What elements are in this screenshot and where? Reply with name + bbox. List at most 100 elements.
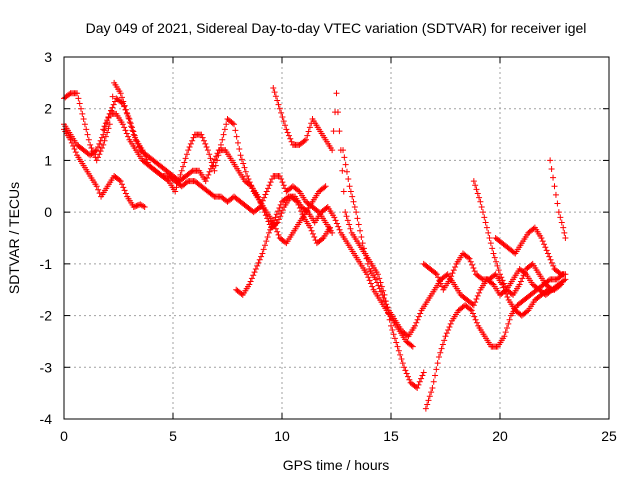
data-point xyxy=(266,182,273,189)
data-point xyxy=(267,179,274,186)
data-point xyxy=(468,307,475,314)
data-point xyxy=(188,168,195,175)
data-point xyxy=(435,274,442,281)
data-point xyxy=(252,266,259,273)
data-point xyxy=(489,280,496,287)
data-point xyxy=(517,278,524,285)
data-point xyxy=(180,163,187,170)
y-tick-label: 2 xyxy=(44,101,52,117)
data-point xyxy=(287,135,294,142)
data-point xyxy=(106,110,113,117)
data-point xyxy=(510,249,517,256)
data-point xyxy=(118,181,125,188)
data-point xyxy=(96,151,103,158)
data-point xyxy=(470,302,477,309)
data-point xyxy=(122,127,129,134)
data-point xyxy=(543,287,550,294)
data-point xyxy=(418,375,425,382)
y-tick-label: -3 xyxy=(40,359,53,375)
data-point xyxy=(415,313,422,320)
data-point xyxy=(205,171,212,178)
data-point xyxy=(434,360,441,367)
data-point xyxy=(343,168,350,175)
data-point xyxy=(102,133,109,140)
data-point xyxy=(265,218,272,225)
data-point xyxy=(395,347,402,354)
data-point xyxy=(437,349,444,356)
data-point xyxy=(105,113,112,120)
data-point xyxy=(233,133,240,140)
data-point xyxy=(87,141,94,148)
data-point xyxy=(435,353,442,360)
data-point xyxy=(276,205,283,212)
data-point xyxy=(236,146,243,153)
data-point xyxy=(386,316,393,323)
data-point xyxy=(255,205,262,212)
data-point xyxy=(268,176,275,183)
data-point xyxy=(117,178,124,185)
data-point xyxy=(262,191,269,198)
data-point xyxy=(104,117,111,124)
data-point xyxy=(471,268,478,275)
data-point xyxy=(384,304,391,311)
data-point xyxy=(425,397,432,404)
data-point xyxy=(479,209,486,216)
data-point xyxy=(332,217,339,224)
data-point xyxy=(144,159,151,166)
data-point xyxy=(274,228,281,235)
data-point xyxy=(364,260,371,267)
data-point xyxy=(208,159,215,166)
data-point xyxy=(493,258,500,265)
data-point xyxy=(354,215,361,222)
data-point xyxy=(211,167,218,174)
data-point xyxy=(66,91,73,98)
data-point xyxy=(285,132,292,139)
data-point xyxy=(198,131,205,138)
data-point xyxy=(177,171,184,178)
data-point xyxy=(280,118,287,125)
data-point xyxy=(554,200,561,207)
data-point xyxy=(562,235,569,241)
data-point xyxy=(389,327,396,334)
data-point xyxy=(547,157,554,164)
data-point xyxy=(383,301,390,308)
data-point xyxy=(414,316,421,323)
data-point xyxy=(542,244,549,251)
data-point xyxy=(276,105,283,112)
data-point xyxy=(380,294,387,301)
data-point xyxy=(388,322,394,329)
data-point xyxy=(497,271,503,278)
data-point xyxy=(189,137,196,144)
data-point xyxy=(555,209,562,216)
data-point xyxy=(237,152,244,159)
data-point xyxy=(346,183,353,190)
data-point xyxy=(376,275,383,282)
data-point xyxy=(491,272,498,279)
data-point xyxy=(141,203,148,210)
data-point xyxy=(83,126,90,133)
data-point xyxy=(443,330,450,337)
data-point xyxy=(241,164,248,171)
data-point xyxy=(143,156,150,163)
data-point xyxy=(96,190,103,197)
data-point xyxy=(343,213,350,220)
data-point xyxy=(249,185,256,192)
data-point xyxy=(246,179,253,186)
data-point xyxy=(109,104,116,111)
data-point xyxy=(76,100,83,107)
data-point xyxy=(245,176,252,183)
data-point xyxy=(562,276,569,283)
data-point xyxy=(545,277,552,284)
data-point xyxy=(283,126,290,133)
series-track-h xyxy=(422,271,567,412)
data-point xyxy=(102,120,109,127)
data-point xyxy=(110,101,117,108)
data-point xyxy=(557,214,564,221)
data-point xyxy=(248,275,255,282)
data-point xyxy=(340,188,347,195)
data-point xyxy=(279,113,286,120)
data-point xyxy=(79,110,86,117)
data-point xyxy=(93,157,100,164)
data-point xyxy=(414,384,421,391)
data-point xyxy=(363,255,370,262)
